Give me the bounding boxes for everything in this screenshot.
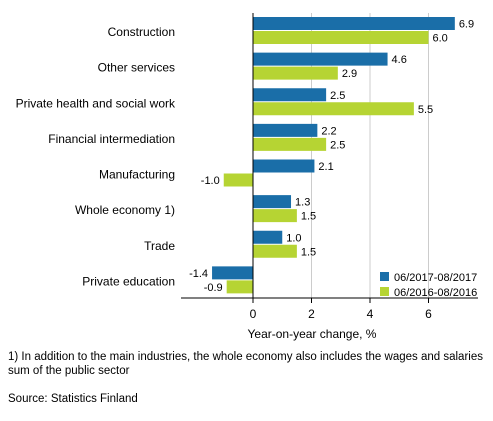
data-label: -0.9 (204, 282, 223, 294)
data-label: -1.4 (189, 268, 208, 280)
category-label: Private education (82, 274, 175, 288)
bar-series-2 (253, 31, 429, 44)
bar-series-1 (253, 88, 327, 102)
bar-series-1 (253, 159, 315, 173)
bar-series-1 (212, 266, 253, 280)
bar-series-1 (253, 195, 292, 209)
data-label: 6.0 (433, 33, 448, 45)
category-labels: Construction Other services Private health… (16, 25, 176, 288)
x-axis: 0 2 4 6 (181, 13, 478, 321)
x-tick-label: 2 (308, 307, 315, 321)
data-labels: 6.9 6.0 4.6 2.9 2.5 5.5 2.2 2.5 2.1 -1.0 1.3 1.51.0… (189, 19, 474, 294)
bar-series-2 (253, 102, 414, 116)
data-label: 1.3 (295, 197, 310, 209)
x-tick-label: 6 (425, 307, 432, 321)
data-label: 2.5 (330, 90, 345, 102)
data-label: 2.1 (318, 161, 333, 173)
category-label: Financial intermediation (48, 132, 175, 146)
bar-series-1 (253, 230, 283, 244)
bars (212, 17, 455, 294)
legend-swatch (380, 272, 389, 281)
data-label: 1.5 (301, 211, 316, 223)
bar-series-2 (223, 173, 253, 187)
data-label: 6.9 (459, 19, 474, 31)
bar-series-2 (226, 280, 253, 294)
data-label: 5.5 (418, 104, 433, 116)
x-axis-title: Year-on-year change, % (248, 327, 377, 341)
category-label: Trade (144, 239, 175, 253)
legend-label: 06/2017-08/2017 (394, 272, 477, 284)
legend-label: 06/2016-08/2016 (394, 287, 477, 299)
category-label: Whole economy 1) (75, 203, 175, 217)
source-note: Source: Statistics Finland (8, 393, 138, 405)
legend-swatch (380, 287, 389, 296)
data-label: 2.2 (321, 125, 336, 137)
bar-series-2 (253, 244, 297, 258)
bar-series-2 (253, 66, 338, 80)
data-label: -1.0 (201, 175, 220, 187)
data-label: 1.5 (301, 246, 316, 258)
data-label: 1.0 (286, 232, 301, 244)
category-label: Private health and social work (16, 96, 176, 110)
category-label: Manufacturing (99, 168, 175, 182)
footnote: 1) In addition to the main industries, t… (8, 351, 483, 377)
data-label: 2.5 (330, 139, 345, 151)
data-label: 2.9 (342, 68, 357, 80)
category-label: Other services (98, 61, 175, 75)
category-label: Construction (108, 25, 175, 39)
data-label: 4.6 (392, 54, 407, 66)
bar-series-2 (253, 209, 297, 223)
bar-series-1 (253, 52, 388, 66)
bar-series-2 (253, 137, 327, 151)
bar-series-1 (253, 123, 318, 137)
x-tick-label: 0 (250, 307, 257, 321)
legend: 06/2017-08/2017 06/2016-08/2016 (380, 272, 477, 299)
bar-series-1 (253, 17, 455, 30)
x-tick-label: 4 (367, 307, 374, 321)
